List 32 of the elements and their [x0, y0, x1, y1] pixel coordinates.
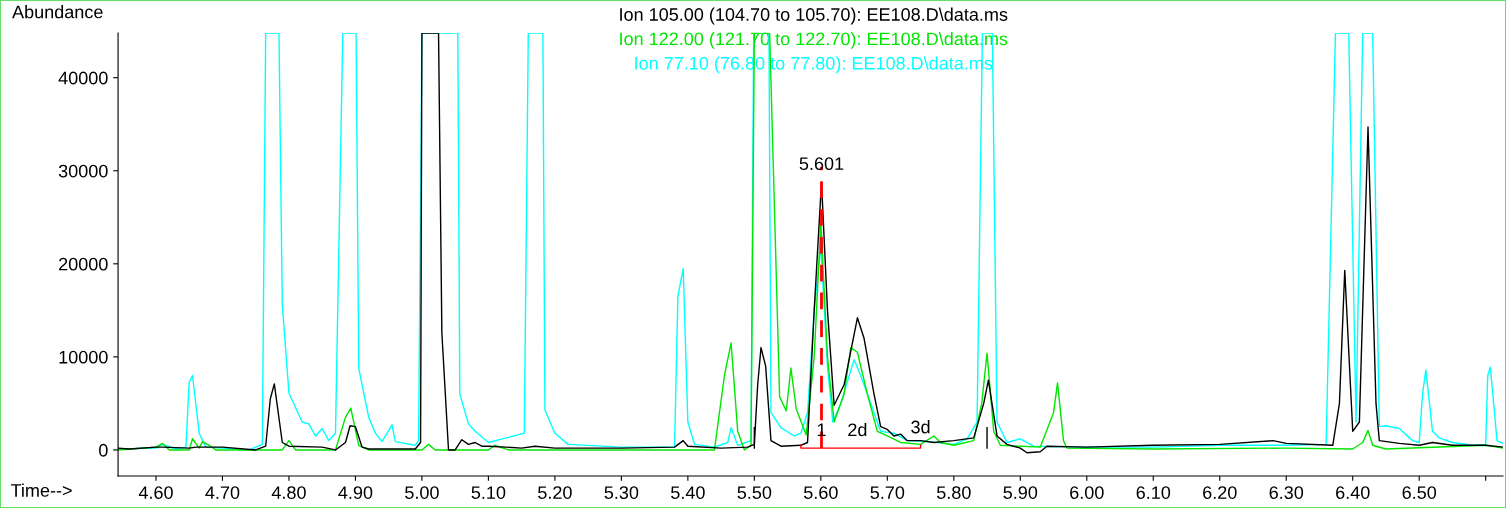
x-tick-label: 6.40 — [1336, 486, 1370, 499]
annotation: 5.601 — [799, 157, 844, 171]
x-tick-label: 6.50 — [1402, 486, 1437, 499]
y-tick-label: 40000 — [58, 71, 108, 85]
x-tick-label: 5.10 — [471, 486, 506, 499]
x-tick-label: 5.90 — [1003, 486, 1038, 499]
x-tick-label: 5.00 — [405, 486, 439, 499]
annotation: 3d — [911, 420, 930, 434]
y-axis-title: Abundance — [12, 5, 103, 19]
text: Ion 105.00 (104.70 to 105.70): EE108.D\data.ms — [620, 7, 1008, 25]
x-tick-label: 6.20 — [1203, 486, 1237, 499]
x-tick-label: 6.30 — [1269, 486, 1304, 499]
x-tick-label: 5.40 — [671, 486, 705, 499]
x-tick-label: 5.80 — [936, 486, 971, 499]
y-tick-label: 10000 — [59, 350, 108, 364]
x-tick-label: 4.90 — [338, 486, 373, 499]
annotation: 2d — [848, 422, 867, 437]
x-axis-title: Time--> — [10, 483, 72, 497]
x-tick-label: 5.70 — [870, 486, 905, 499]
x-tick-label: 5.20 — [538, 486, 572, 499]
x-tick-label: 4.70 — [205, 486, 240, 499]
x-tick-label: 6.00 — [1070, 486, 1104, 499]
annotation: 1 — [817, 423, 826, 436]
x-tick-label: 4.60 — [138, 486, 173, 499]
x-tick-label: 5.60 — [803, 486, 838, 499]
y-tick-label: 0 — [99, 443, 108, 457]
x-tick-label: 4.80 — [271, 486, 306, 499]
y-tick-label: 30000 — [58, 164, 108, 178]
y-tick-label: 20000 — [59, 257, 108, 271]
x-tick-label: 6.10 — [1136, 486, 1171, 499]
x-tick-label: 5.50 — [737, 486, 772, 499]
x-tick-label: 5.30 — [604, 486, 639, 499]
